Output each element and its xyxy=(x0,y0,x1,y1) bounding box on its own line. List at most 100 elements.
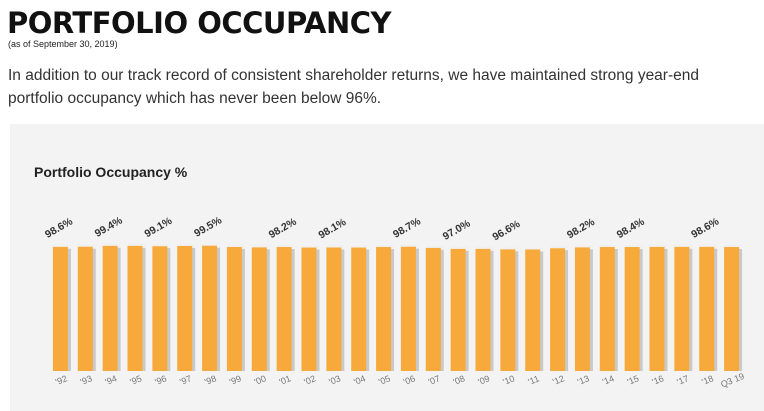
occupancy-bar xyxy=(326,247,342,371)
chart-title: Portfolio Occupancy % xyxy=(34,164,188,180)
bar-top-highlight xyxy=(152,244,171,247)
x-tick-label: '99 xyxy=(228,373,243,387)
bar-data-label: 98.7% xyxy=(391,215,423,241)
bar-data-label: 98.6% xyxy=(43,215,75,241)
x-tick-label: '03 xyxy=(327,373,342,387)
x-tick-label: '09 xyxy=(477,373,492,387)
x-tick-label: '00 xyxy=(253,373,268,387)
x-tick-label: '05 xyxy=(377,373,392,387)
occupancy-bar xyxy=(351,247,367,371)
bar-top-highlight xyxy=(699,244,718,247)
occupancy-bar xyxy=(102,245,118,371)
x-tick-label: '11 xyxy=(527,374,541,387)
x-tick-label: '13 xyxy=(576,373,591,387)
bar-top-highlight xyxy=(326,245,345,248)
occupancy-bar xyxy=(177,245,193,371)
bar-data-label: 98.2% xyxy=(565,216,597,242)
x-tick-label: '17 xyxy=(675,373,690,387)
bar-data-label: 99.1% xyxy=(142,215,174,241)
x-tick-label: '04 xyxy=(352,373,367,387)
x-tick-label: '18 xyxy=(700,373,715,387)
occupancy-bar xyxy=(574,247,590,371)
occupancy-bar xyxy=(724,247,740,371)
occupancy-bar xyxy=(674,246,690,371)
intro-paragraph: In addition to our track record of consi… xyxy=(8,67,699,107)
bar-top-highlight xyxy=(52,244,71,247)
bar-top-highlight xyxy=(624,245,643,248)
x-tick-label: '12 xyxy=(551,373,566,387)
bar-top-highlight xyxy=(127,243,146,246)
x-tick-label: '01 xyxy=(278,373,293,387)
x-tick-label: '98 xyxy=(203,373,218,387)
x-tick-label: '06 xyxy=(402,373,417,387)
x-tick-label: '14 xyxy=(601,373,616,387)
bar-top-highlight xyxy=(102,243,121,246)
occupancy-bar xyxy=(450,248,466,371)
bar-data-label: 96.6% xyxy=(490,218,522,244)
occupancy-bar xyxy=(649,246,665,371)
bar-top-highlight xyxy=(574,245,593,248)
bar-top-highlight xyxy=(251,245,270,248)
bar-top-highlight xyxy=(351,245,370,248)
x-tick-label: '95 xyxy=(129,373,144,387)
occupancy-bar xyxy=(624,247,640,371)
occupancy-bar-chart: 98.6% 99.4% 99.1% 99.5% 98.2% 98.1% 98.7% 97.0%… xyxy=(43,214,746,389)
occupancy-bar xyxy=(226,246,242,371)
occupancy-bar xyxy=(400,246,416,371)
occupancy-bar xyxy=(301,247,317,371)
x-tick-label: '92 xyxy=(54,373,69,387)
bar-top-highlight xyxy=(649,244,668,247)
bar-top-highlight xyxy=(77,244,96,247)
occupancy-bar xyxy=(599,247,615,371)
bar-top-highlight xyxy=(376,245,395,248)
bar-data-label: 98.2% xyxy=(267,215,299,241)
bar-top-highlight xyxy=(500,247,519,250)
occupancy-bar xyxy=(550,248,566,371)
x-tick-label: '15 xyxy=(626,373,641,387)
x-tick-label: '96 xyxy=(153,373,168,387)
as-of-date: (as of September 30, 2019) xyxy=(8,39,118,49)
bar-top-highlight xyxy=(724,245,743,248)
x-tick-label: '97 xyxy=(178,373,193,387)
bar-top-highlight xyxy=(202,243,221,246)
occupancy-bar xyxy=(251,247,267,371)
occupancy-bar xyxy=(52,246,68,371)
bar-data-label: 99.5% xyxy=(192,214,224,240)
bar-data-label: 97.0% xyxy=(441,217,473,243)
occupancy-bar xyxy=(202,245,218,371)
bar-data-label: 99.4% xyxy=(93,214,125,240)
occupancy-bar xyxy=(152,246,168,371)
x-tick-label: '07 xyxy=(427,373,442,387)
bar-top-highlight xyxy=(425,245,444,248)
bar-top-highlight xyxy=(674,244,693,247)
occupancy-bar xyxy=(475,248,491,371)
occupancy-bar xyxy=(127,245,143,371)
x-tick-label: '08 xyxy=(452,373,467,387)
page-title: PORTFOLIO OCCUPANCY xyxy=(7,6,392,40)
x-tick-label: '10 xyxy=(501,373,516,387)
x-tick-label: '16 xyxy=(651,373,666,387)
bar-data-label: 98.1% xyxy=(316,216,348,242)
x-tick-label: '94 xyxy=(104,373,119,387)
occupancy-bar xyxy=(77,246,93,371)
bar-top-highlight xyxy=(599,245,618,248)
bar-top-highlight xyxy=(177,243,196,246)
chart-panel: Portfolio Occupancy % 98.6% 99.4% 99.1% 99.… xyxy=(10,124,764,411)
x-tick-label: '02 xyxy=(303,373,318,387)
bar-top-highlight xyxy=(525,247,544,250)
bar-top-highlight xyxy=(475,246,494,249)
x-tick-label: Q3 19 xyxy=(719,371,745,389)
bar-data-label: 98.4% xyxy=(615,215,647,241)
bar-top-highlight xyxy=(450,246,469,249)
bar-top-highlight xyxy=(550,246,569,249)
occupancy-bar xyxy=(425,247,441,371)
occupancy-bar xyxy=(500,249,516,371)
bar-top-highlight xyxy=(276,245,295,248)
bar-top-highlight xyxy=(301,245,320,248)
x-tick-label: '93 xyxy=(79,373,94,387)
occupancy-bar xyxy=(699,246,715,371)
occupancy-bar xyxy=(376,247,392,371)
bar-top-highlight xyxy=(400,244,419,247)
bar-top-highlight xyxy=(226,244,245,247)
bar-data-label: 98.6% xyxy=(689,215,721,241)
